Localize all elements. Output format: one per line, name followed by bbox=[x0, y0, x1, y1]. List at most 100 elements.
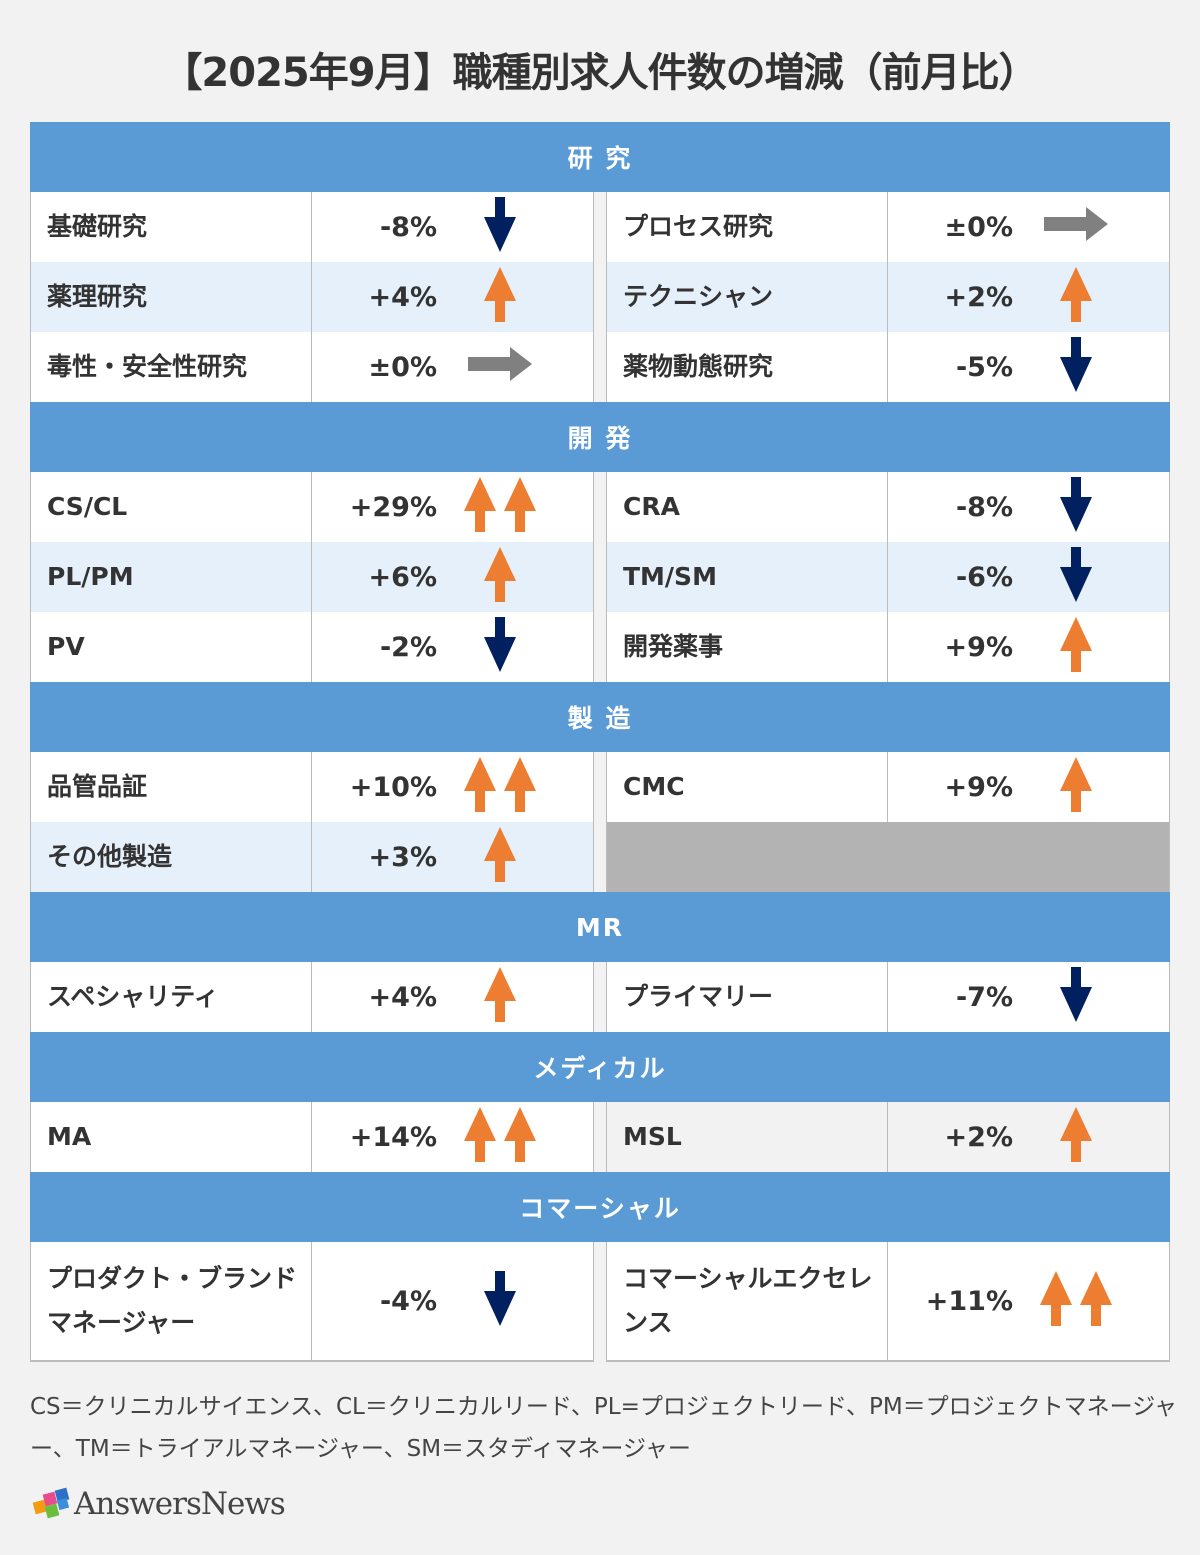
up-arrow-icon bbox=[1060, 617, 1092, 672]
down-arrow-icon bbox=[1060, 477, 1092, 532]
trend-arrow bbox=[468, 347, 534, 387]
change-value: +3% bbox=[368, 841, 437, 873]
change-cell: -6% bbox=[888, 542, 1169, 612]
job-name: その他製造 bbox=[31, 822, 312, 892]
job-cell: CRA -8% bbox=[606, 472, 1170, 542]
trend-arrow bbox=[1060, 757, 1096, 817]
table-row: 基礎研究 -8% プロセス研究 ±0% bbox=[30, 192, 1170, 262]
change-value: +4% bbox=[368, 281, 437, 313]
page-title: 【2025年9月】職種別求人件数の増減（前月比） bbox=[162, 50, 1038, 96]
job-name: 薬物動態研究 bbox=[607, 332, 888, 402]
footnote: CS＝クリニカルサイエンス、CL＝クリニカルリード、PL=プロジェクトリード、P… bbox=[30, 1394, 1178, 1462]
job-cell: 基礎研究 -8% bbox=[30, 192, 594, 262]
change-cell: +3% bbox=[312, 822, 593, 892]
change-cell: +29% bbox=[312, 472, 593, 542]
job-cell: テクニシャン +2% bbox=[606, 262, 1170, 332]
double-up-arrow-icon bbox=[464, 477, 536, 532]
job-name: プロダクト・ブランドマネージャー bbox=[31, 1242, 312, 1360]
job-name: TM/SM bbox=[607, 542, 888, 612]
double-up-arrow-icon bbox=[464, 757, 536, 812]
change-cell: +4% bbox=[312, 962, 593, 1032]
section-header: MR bbox=[30, 892, 1170, 962]
table-row: CS/CL +29% CRA -8% bbox=[30, 472, 1170, 542]
change-cell: +14% bbox=[312, 1102, 593, 1172]
job-name: CS/CL bbox=[31, 472, 312, 542]
job-cell: MA +14% bbox=[30, 1102, 594, 1172]
job-name: PL/PM bbox=[31, 542, 312, 612]
change-value: +29% bbox=[349, 491, 437, 523]
job-name: 毒性・安全性研究 bbox=[31, 332, 312, 402]
table-row: 毒性・安全性研究 ±0% 薬物動態研究 -5% bbox=[30, 332, 1170, 402]
change-value: +2% bbox=[944, 281, 1013, 313]
job-name: コマーシャルエクセレンス bbox=[607, 1242, 888, 1360]
job-cell: 薬理研究 +4% bbox=[30, 262, 594, 332]
job-cell: プロダクト・ブランドマネージャー -4% bbox=[30, 1242, 594, 1362]
job-cell: コマーシャルエクセレンス +11% bbox=[606, 1242, 1170, 1362]
job-name: CMC bbox=[607, 752, 888, 822]
change-cell: ±0% bbox=[888, 192, 1169, 262]
up-arrow-icon bbox=[1060, 1107, 1092, 1162]
double-up-arrow-icon bbox=[464, 1107, 536, 1162]
job-cell: スペシャリティ +4% bbox=[30, 962, 594, 1032]
trend-arrow bbox=[484, 267, 520, 327]
change-value: -5% bbox=[955, 351, 1013, 383]
change-value: +9% bbox=[944, 771, 1013, 803]
job-cell: プライマリー -7% bbox=[606, 962, 1170, 1032]
job-name: CRA bbox=[607, 472, 888, 542]
change-cell: +11% bbox=[888, 1242, 1169, 1360]
trend-arrow bbox=[1060, 617, 1096, 677]
change-value: +6% bbox=[368, 561, 437, 593]
change-cell: -2% bbox=[312, 612, 593, 682]
job-name: PV bbox=[31, 612, 312, 682]
trend-arrow bbox=[484, 197, 520, 257]
job-cell: TM/SM -6% bbox=[606, 542, 1170, 612]
change-value: +9% bbox=[944, 631, 1013, 663]
puzzle-logo-icon bbox=[32, 1487, 70, 1519]
up-arrow-icon bbox=[484, 827, 516, 882]
down-arrow-icon bbox=[484, 1271, 516, 1326]
change-cell: -5% bbox=[888, 332, 1169, 402]
change-cell: +4% bbox=[312, 262, 593, 332]
section-header: コマーシャル bbox=[30, 1172, 1170, 1242]
double-up-arrow-icon bbox=[1040, 1271, 1112, 1326]
trend-arrow bbox=[1060, 547, 1096, 607]
change-value: +11% bbox=[925, 1285, 1013, 1317]
job-cell: PL/PM +6% bbox=[30, 542, 594, 612]
change-value: +10% bbox=[349, 771, 437, 803]
job-cell: 毒性・安全性研究 ±0% bbox=[30, 332, 594, 402]
trend-arrow bbox=[484, 1271, 520, 1331]
change-value: +14% bbox=[349, 1121, 437, 1153]
logo-text: AnswersNews bbox=[74, 1486, 286, 1522]
change-value: -2% bbox=[379, 631, 437, 663]
section-header: 開 発 bbox=[30, 402, 1170, 472]
change-cell: ±0% bbox=[312, 332, 593, 402]
up-arrow-icon bbox=[484, 547, 516, 602]
right-arrow-icon bbox=[1044, 207, 1108, 241]
trend-arrow bbox=[484, 617, 520, 677]
job-cell: MSL +2% bbox=[606, 1102, 1170, 1172]
change-cell: +6% bbox=[312, 542, 593, 612]
change-value: +2% bbox=[944, 1121, 1013, 1153]
job-change-table: 研 究基礎研究 -8% プロセス研究 ±0% 薬理研究 +4% テクニシャン +2% 毒性・安全… bbox=[30, 122, 1170, 1362]
job-cell: プロセス研究 ±0% bbox=[606, 192, 1170, 262]
change-value: -4% bbox=[379, 1285, 437, 1317]
job-cell: その他製造 +3% bbox=[30, 822, 594, 892]
job-name: MSL bbox=[607, 1102, 888, 1172]
job-name: 基礎研究 bbox=[31, 192, 312, 262]
change-value: -8% bbox=[379, 211, 437, 243]
table-row: その他製造 +3% bbox=[30, 822, 1170, 892]
down-arrow-icon bbox=[1060, 967, 1092, 1022]
table-row: MA +14% MSL +2% bbox=[30, 1102, 1170, 1172]
change-cell: +10% bbox=[312, 752, 593, 822]
job-cell: CS/CL +29% bbox=[30, 472, 594, 542]
up-arrow-icon bbox=[1060, 757, 1092, 812]
job-name: 開発薬事 bbox=[607, 612, 888, 682]
change-value: ±0% bbox=[944, 211, 1013, 243]
job-name: テクニシャン bbox=[607, 262, 888, 332]
table-row: PV -2% 開発薬事 +9% bbox=[30, 612, 1170, 682]
trend-arrow bbox=[484, 967, 520, 1027]
right-arrow-icon bbox=[468, 347, 532, 381]
trend-arrow bbox=[1060, 967, 1096, 1027]
change-value: -6% bbox=[955, 561, 1013, 593]
job-name: 品管品証 bbox=[31, 752, 312, 822]
